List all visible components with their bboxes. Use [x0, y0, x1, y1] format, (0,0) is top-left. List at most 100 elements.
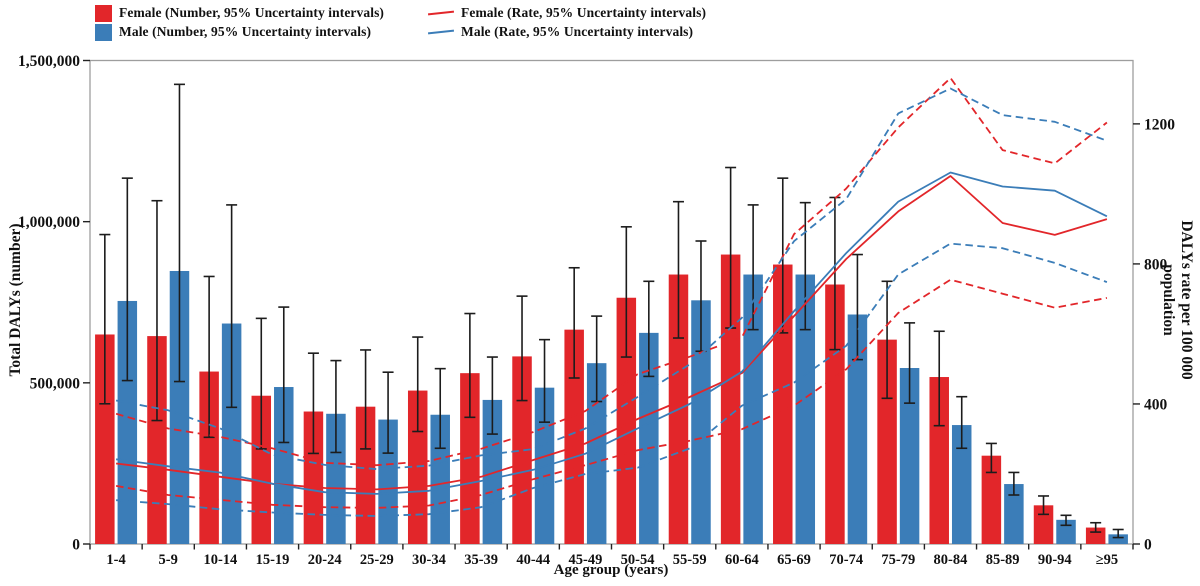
error-bar-male-≥95 [1112, 528, 1124, 539]
bar-female-15-19 [251, 395, 272, 544]
bar-female-1-4 [95, 334, 115, 544]
error-bar-male-45-49 [591, 315, 603, 403]
error-bar-female-50-54 [620, 226, 632, 358]
legend-label-female-rate: Female (Rate, 95% Uncertainty intervals) [461, 5, 707, 20]
bar-male-75-79 [899, 368, 920, 544]
bar-male-60-64 [743, 274, 763, 544]
bar-male-50-54 [639, 332, 659, 544]
error-bar-male-65-69 [799, 201, 811, 331]
error-bar-female-40-44 [516, 295, 528, 402]
error-bar-female-45-49 [568, 266, 580, 379]
error-bar-male-70-74 [851, 253, 863, 361]
bar-male-35-39 [482, 399, 503, 544]
legend-item-female-rate: Female (Rate, 95% Uncertainty intervals) [427, 3, 707, 23]
error-bar-male-50-54 [643, 280, 655, 378]
error-bar-female-≥95 [1090, 521, 1102, 533]
bar-male-5-9 [169, 270, 190, 544]
error-bar-female-5-9 [151, 199, 163, 422]
rate-line-Male (Rate upper 95% UI) [115, 87, 1108, 471]
rate-line-Female (Rate upper 95% UI) [115, 77, 1108, 467]
x-tick-label-1-4: 1-4 [106, 552, 125, 568]
error-bar-female-55-59 [672, 200, 684, 339]
male-number-swatch [95, 23, 112, 41]
x-tick-label-55-59: 55-59 [673, 552, 707, 568]
bar-female-35-39 [460, 373, 480, 544]
x-tick-label-15-19: 15-19 [256, 552, 290, 568]
x-tick-label-60-64: 60-64 [725, 552, 759, 568]
x-tick-label-40-44: 40-44 [516, 552, 550, 568]
legend-item-male-number: Male (Number, 95% Uncertainty intervals) [95, 22, 371, 42]
error-bar-female-90-94 [1038, 495, 1050, 516]
error-bar-male-30-34 [434, 367, 446, 450]
error-bar-female-30-34 [412, 336, 424, 433]
left-tick-label-2: 1,000,000 [18, 214, 80, 231]
x-tick-label-20-24: 20-24 [308, 552, 342, 568]
error-bar-male-80-84 [956, 395, 968, 450]
error-bar-female-35-39 [464, 312, 476, 419]
bar-male-1-4 [117, 300, 138, 544]
bar-female-40-44 [512, 356, 532, 544]
female-number-swatch [95, 4, 112, 22]
right-tick-label-0: 0 [1144, 536, 1152, 553]
x-tick-label-85-89: 85-89 [986, 552, 1020, 568]
x-tick-label-35-39: 35-39 [464, 552, 498, 568]
bar-female-30-34 [407, 390, 428, 544]
x-tick-label-10-14: 10-14 [203, 552, 237, 568]
error-bar-male-5-9 [173, 83, 185, 383]
error-bar-female-25-29 [360, 349, 372, 450]
plot-frame [89, 59, 1134, 545]
error-bar-female-85-89 [985, 442, 997, 474]
legend-label-male-rate: Male (Rate, 95% Uncertainty intervals) [461, 24, 694, 39]
rate-line-Male (Rate) [115, 171, 1108, 495]
bar-female-25-29 [355, 406, 376, 544]
bar-male-65-69 [795, 274, 816, 544]
error-bar-male-15-19 [278, 306, 290, 444]
error-bar-male-25-29 [382, 371, 394, 454]
x-tick-label-70-74: 70-74 [829, 552, 863, 568]
error-bar-female-15-19 [255, 317, 267, 450]
right-tick-label-1: 400 [1144, 396, 1168, 413]
left-tick-label-0: 0 [72, 536, 80, 553]
error-bar-male-1-4 [121, 177, 133, 382]
legend-label-female-number: Female (Number, 95% Uncertainty interval… [119, 5, 385, 20]
error-bar-male-35-39 [486, 356, 498, 435]
error-bar-female-10-14 [203, 275, 215, 439]
bar-female-80-84 [929, 377, 949, 544]
right-tick-label-3: 1200 [1144, 116, 1175, 133]
bar-male-≥95 [1108, 534, 1128, 544]
bar-female-60-64 [720, 254, 741, 544]
x-tick-label-50-54: 50-54 [621, 552, 655, 568]
x-tick-label-90-94: 90-94 [1038, 552, 1072, 568]
bar-male-85-89 [1004, 484, 1024, 544]
legend-item-male-rate: Male (Rate, 95% Uncertainty intervals) [427, 22, 694, 42]
bar-female-20-24 [303, 411, 324, 544]
x-tick-label-80-84: 80-84 [934, 552, 968, 568]
bar-female-85-89 [981, 455, 1002, 544]
bar-male-80-84 [951, 425, 972, 544]
bar-male-45-49 [586, 363, 607, 544]
bar-female-10-14 [199, 371, 219, 544]
x-tick-label-45-49: 45-49 [569, 552, 603, 568]
x-tick-label-65-69: 65-69 [777, 552, 811, 568]
right-tick-label-2: 800 [1144, 256, 1168, 273]
x-tick-label-30-34: 30-34 [412, 552, 446, 568]
x-tick-label-≥95: ≥95 [1096, 552, 1118, 568]
error-bar-female-75-79 [881, 280, 893, 400]
error-bar-male-10-14 [226, 204, 238, 409]
bar-male-20-24 [326, 413, 346, 544]
error-bar-male-40-44 [539, 338, 551, 423]
bar-female-50-54 [616, 297, 637, 544]
error-bar-male-60-64 [747, 204, 759, 331]
error-bar-female-1-4 [99, 233, 111, 405]
x-axis-title: Age group (years) [553, 562, 669, 578]
legend-item-female-number: Female (Number, 95% Uncertainty interval… [95, 3, 384, 23]
error-bar-male-75-79 [904, 322, 916, 404]
error-bar-male-85-89 [1008, 471, 1020, 496]
left-tick-label-1: 500,000 [30, 375, 81, 392]
error-bar-female-20-24 [307, 352, 319, 455]
x-tick-label-75-79: 75-79 [881, 552, 915, 568]
legend-label-male-number: Male (Number, 95% Uncertainty intervals) [119, 24, 372, 39]
x-tick-label-5-9: 5-9 [159, 552, 178, 568]
